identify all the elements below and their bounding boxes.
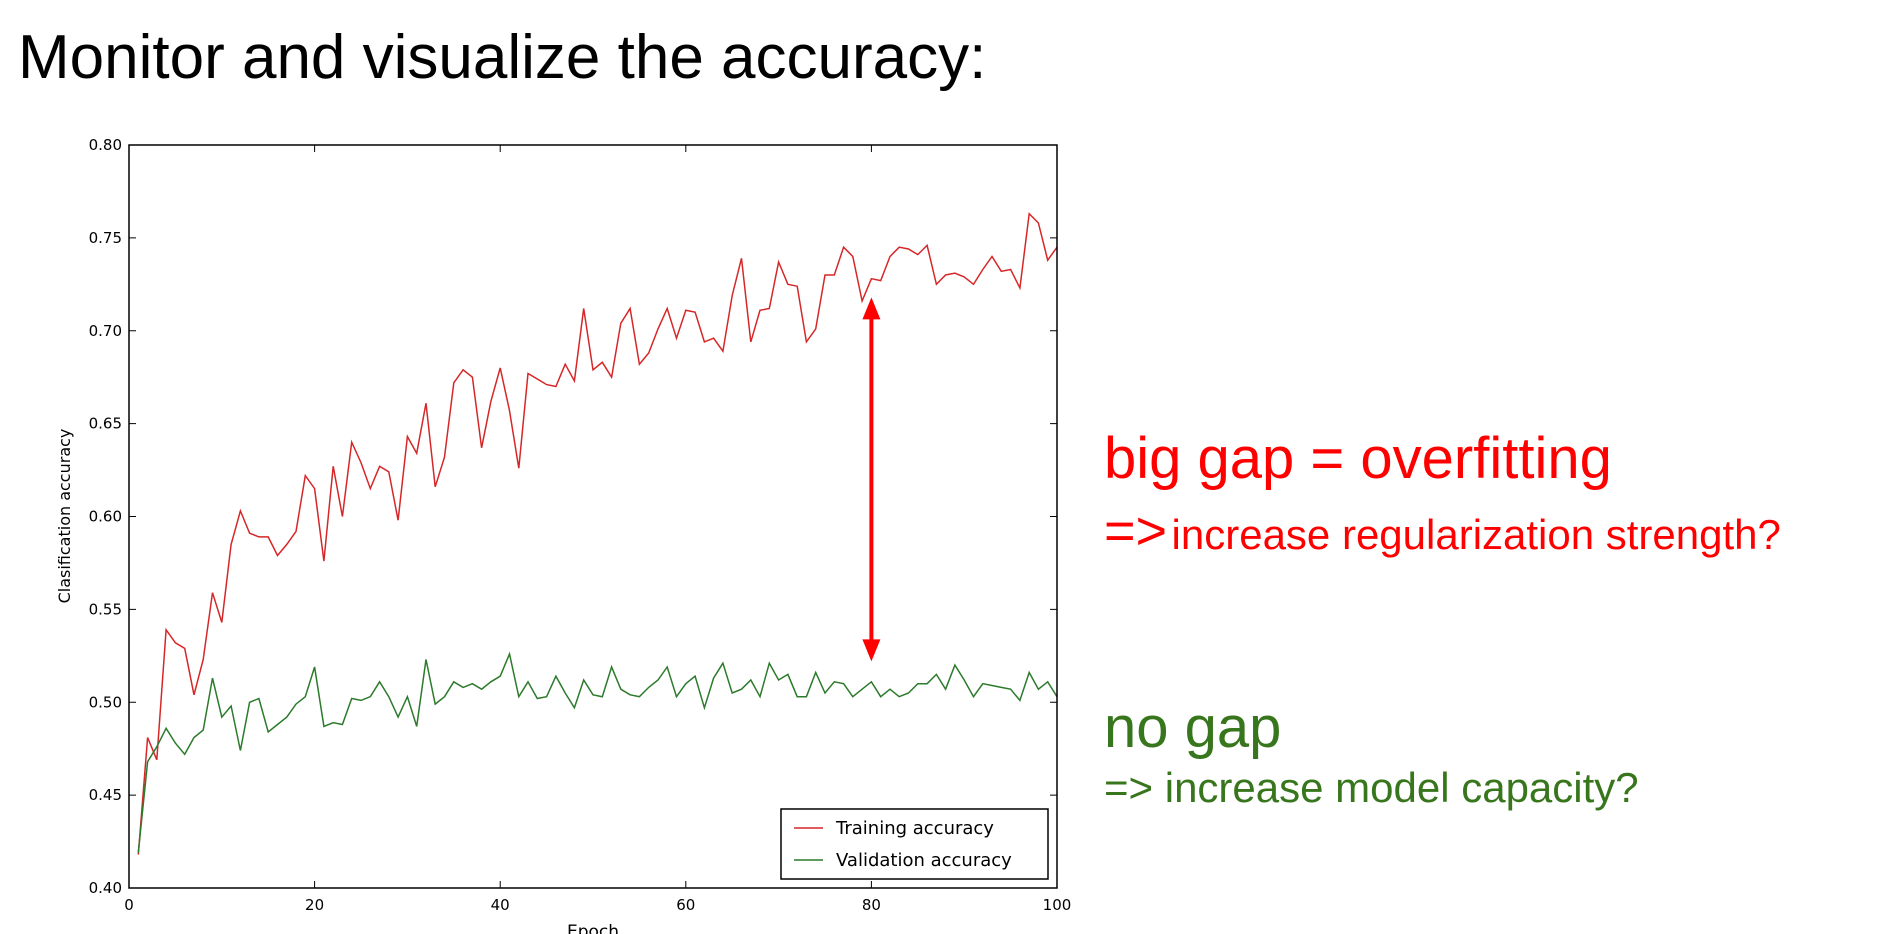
y-tick-label: 0.45	[89, 786, 122, 804]
x-tick-label: 40	[491, 896, 510, 914]
series-line-validation	[137, 651, 1058, 853]
y-tick-label: 0.70	[89, 322, 122, 340]
y-tick-label: 0.40	[89, 879, 122, 897]
implies-arrow: =>	[1104, 501, 1168, 561]
plot-frame	[128, 144, 1058, 889]
y-tick-label: 0.80	[89, 136, 122, 154]
legend-label-training: Training accuracy	[835, 818, 994, 839]
arrow-head-down	[862, 639, 881, 662]
legend-box	[780, 808, 1049, 880]
slide-title: Monitor and visualize the accuracy:	[18, 23, 987, 92]
overfit-advice: increase regularization strength?	[1171, 511, 1781, 558]
legend: Training accuracy Validation accuracy	[780, 808, 1049, 880]
y-tick-label: 0.60	[89, 508, 122, 526]
arrow-head-up	[862, 297, 881, 320]
x-tick-label: 0	[124, 896, 134, 914]
axis-ticks: 0 20 40 60 80 100 0.40 0.45 0.50 0.55 0.60 0.65 0.70…	[89, 136, 1072, 914]
y-tick-label: 0.65	[89, 415, 122, 433]
series-line-training	[137, 212, 1058, 855]
nogap-heading: no gap	[1104, 695, 1282, 760]
nogap-advice: increase model capacity?	[1164, 764, 1639, 811]
y-tick-label: 0.50	[89, 693, 122, 711]
chart-marks	[137, 212, 1058, 855]
x-tick-label: 60	[676, 896, 695, 914]
overfit-heading: big gap = overfitting	[1104, 426, 1612, 491]
x-tick-label: 100	[1043, 896, 1072, 914]
gap-arrow	[862, 297, 881, 662]
y-axis-label: Clasification accuracy	[55, 429, 74, 604]
y-tick-label: 0.55	[89, 600, 122, 618]
implies-arrow: =>	[1104, 764, 1154, 811]
legend-label-validation: Validation accuracy	[836, 850, 1012, 871]
x-tick-label: 80	[862, 896, 881, 914]
x-tick-label: 20	[305, 896, 324, 914]
y-tick-label: 0.75	[89, 229, 122, 247]
nogap-advice-line: => increase model capacity?	[1104, 764, 1639, 812]
x-axis-label: Epoch	[567, 922, 619, 934]
overfit-advice-line: => increase regularization strength?	[1104, 500, 1781, 562]
